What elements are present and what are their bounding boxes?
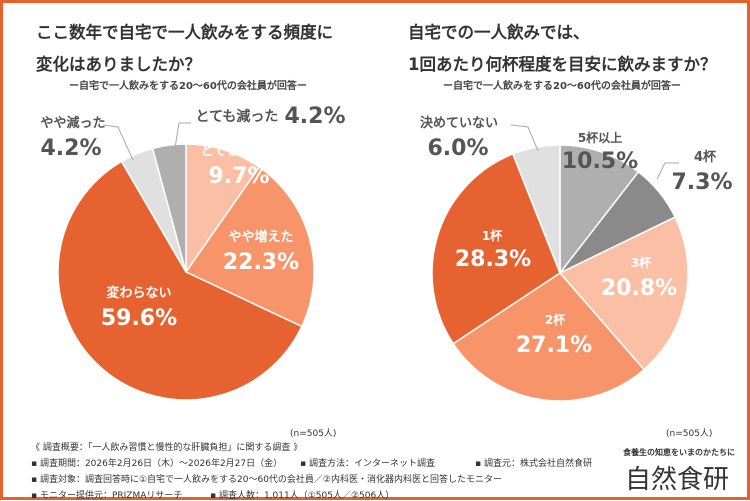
pie-slice-1-2: [558, 216, 689, 371]
slice-label-1-0: 5杯以上: [578, 130, 622, 145]
slice-value-1-3: 27.1%: [516, 333, 592, 358]
slice-label-0-3: やや減った: [40, 115, 105, 131]
logo: 自然食研: [625, 465, 730, 495]
logo-tagline: 食養生の知恵をいまのかたちに: [623, 448, 735, 457]
slice-value-0-2: 59.6%: [101, 306, 177, 331]
slice-label-1-2: 3杯: [631, 255, 652, 270]
slice-value-0-4: 4.2%: [284, 104, 345, 129]
left-chart-subtitle: ー自宅で一人飲みをする20〜60代の会社員が回答ー: [69, 81, 307, 92]
leader-line-1-0: [510, 124, 539, 152]
leader-line-0-1: [174, 122, 191, 149]
left-chart-title: ここ数年で自宅で一人飲みをする頻度に 変化はありましたか？: [36, 17, 333, 81]
slice-value-1-0: 10.5%: [562, 149, 638, 174]
slice-label-0-0: とても増えた: [201, 143, 278, 159]
survey-overview: 《 調査概要：「一人飲み習慣と慢性的な肝臓負担」に関する調査 》: [31, 443, 303, 453]
slice-value-1-2: 20.8%: [601, 276, 677, 301]
slice-label-0-4: とても減った: [196, 108, 279, 125]
slice-value-0-0: 9.7%: [208, 164, 269, 189]
left-n-label: (n=505人): [290, 429, 337, 439]
slice-value-0-1: 22.3%: [223, 250, 299, 275]
survey-source: ▪ 調査元：株式会社自然食研: [475, 459, 592, 469]
pie-slice-1-3: [452, 272, 646, 402]
pie-charts: とても増えた 9.7% やや増えた 22.3% 変わらない 59.6% やや減った 4.2% と…: [40, 104, 733, 402]
left-title-line-2: 変化はありましたか？: [36, 55, 201, 74]
slice-value-0-3: 4.2%: [40, 136, 101, 161]
left-title-line-1: ここ数年で自宅で一人飲みをする頻度に: [36, 23, 333, 42]
survey-target: ▪ 調査対象：調査回答時に①自宅で一人飲みをする20〜60代の会社員／②内科医・…: [31, 475, 503, 485]
monitor-provider: ▪ モニター提供元：PRIZMAリサーチ: [31, 491, 183, 501]
survey-method: ▪ 調査方法：インターネット調査: [300, 459, 435, 469]
slice-value-1-1: 7.3%: [671, 170, 732, 195]
slice-label-0-1: やや増えた: [228, 229, 293, 245]
slice-value-1-4: 28.3%: [455, 247, 531, 272]
slice-label-1-3: 2杯: [545, 312, 566, 327]
pie-slice-0-0: [185, 143, 261, 275]
right-title-line-2: 1回あたり何杯程度を目安に飲みますか？: [408, 55, 717, 74]
pie-slice-1-0: [559, 144, 640, 276]
pie-slice-0-4: [151, 143, 187, 273]
slice-label-1-5: 決めていない: [420, 115, 498, 131]
leader-line-1-1: [656, 162, 679, 180]
slice-label-0-2: 変わらない: [106, 285, 171, 301]
slice-label-1-4: 1杯: [482, 228, 503, 243]
right-chart-title: 自宅での一人飲みでは、 1回あたり何杯程度を目安に飲みますか？: [408, 17, 716, 81]
pie-slice-1-4: [431, 153, 561, 345]
leader-line-0-0: [102, 124, 134, 161]
right-n-label: (n=505人): [666, 429, 713, 439]
slice-value-1-5: 6.0%: [427, 136, 488, 161]
slice-label-1-1: 4杯: [694, 149, 717, 165]
survey-count: ▪ 調査人数：1,011人（①505人／②506人）: [210, 491, 395, 501]
survey-period: ▪ 調査期間：2026年2月26日（木）〜2026年2月27日（金）: [31, 459, 283, 469]
pie-slice-0-2: [57, 160, 303, 401]
right-title-line-1: 自宅での一人飲みでは、: [408, 23, 590, 42]
right-chart-subtitle: ー自宅で一人飲みをする20〜60代の会社員が回答ー: [443, 81, 681, 92]
